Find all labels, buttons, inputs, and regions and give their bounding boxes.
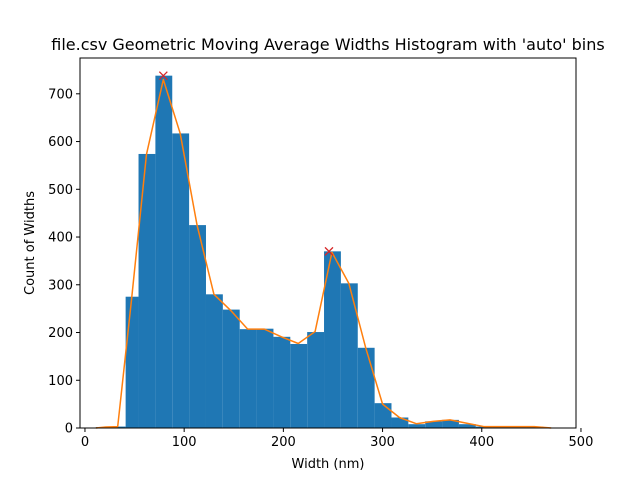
histogram-bar-17 xyxy=(357,347,375,428)
peak-marker-1 xyxy=(324,246,334,256)
histogram-bars xyxy=(95,75,554,428)
x-tick-label: 200 xyxy=(271,435,296,450)
x-tick-label: 100 xyxy=(172,435,197,450)
y-axis-ticks: 0 100 200 300 400 500 600 700 xyxy=(48,87,80,437)
y-axis-label: Count of Widths xyxy=(23,191,38,295)
histogram-bar-18 xyxy=(374,403,392,428)
histogram-bar-8 xyxy=(205,294,223,428)
histogram-bar-14 xyxy=(307,332,325,428)
y-tick-label: 200 xyxy=(48,326,73,341)
peak-marker-0 xyxy=(158,71,168,81)
x-tick-label: 300 xyxy=(370,435,395,450)
histogram-bar-12 xyxy=(273,336,291,428)
histogram-bar-23 xyxy=(458,424,476,428)
peak-markers xyxy=(158,71,334,256)
y-tick-label: 0 xyxy=(65,422,73,437)
histogram-bar-10 xyxy=(239,329,257,428)
x-tick-label: 0 xyxy=(81,435,89,450)
y-tick-label: 100 xyxy=(48,374,73,389)
x-tick-label: 500 xyxy=(569,435,594,450)
y-tick-label: 700 xyxy=(48,87,73,102)
histogram-bar-4 xyxy=(138,153,156,428)
plot-frame xyxy=(79,57,577,429)
x-axis-ticks: 0 100 200 300 400 500 xyxy=(81,428,594,450)
y-tick-label: 500 xyxy=(48,183,73,198)
x-axis-label: Width (nm) xyxy=(292,457,365,472)
y-tick-label: 300 xyxy=(48,278,73,293)
y-tick-label: 400 xyxy=(48,231,73,246)
histogram-bar-6 xyxy=(172,133,190,428)
histogram-bar-11 xyxy=(256,328,274,428)
histogram-bar-15 xyxy=(324,251,341,428)
histogram-bar-7 xyxy=(189,225,206,428)
y-tick-label: 600 xyxy=(48,135,73,150)
chart-title: file.csv Geometric Moving Average Widths… xyxy=(51,35,604,54)
histogram-bar-20 xyxy=(408,424,426,428)
histogram-bar-13 xyxy=(290,343,308,428)
histogram-bar-19 xyxy=(391,417,409,428)
histogram-bar-21 xyxy=(425,421,443,428)
histogram-bar-3 xyxy=(125,296,139,428)
histogram-bar-22 xyxy=(442,419,459,428)
histogram-bar-9 xyxy=(222,309,240,428)
histogram-bar-16 xyxy=(340,283,358,428)
smoothed-curve-line xyxy=(95,78,552,429)
histogram-bar-5 xyxy=(155,75,173,428)
smoothed-line-layer xyxy=(95,78,552,429)
x-tick-label: 400 xyxy=(469,435,494,450)
histogram-bar-2 xyxy=(115,426,126,428)
